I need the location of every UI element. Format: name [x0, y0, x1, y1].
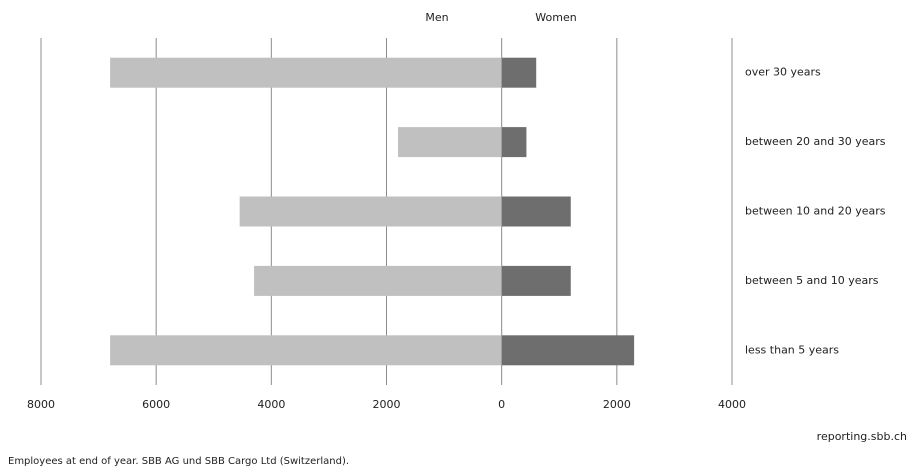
bar	[501, 127, 527, 158]
x-tick-label: 6000	[142, 398, 170, 411]
category-label: between 20 and 30 years	[745, 135, 886, 148]
bar	[501, 335, 635, 366]
source: reporting.sbb.ch	[817, 430, 907, 443]
category-label: between 10 and 20 years	[745, 205, 886, 218]
x-tick-label: 2000	[373, 398, 401, 411]
bar	[501, 265, 571, 296]
category-label: between 5 and 10 years	[745, 274, 879, 287]
bar	[110, 335, 502, 366]
bar	[239, 196, 502, 227]
bar	[254, 265, 502, 296]
legend-label: Men	[425, 11, 448, 24]
x-tick-label: 4000	[718, 398, 746, 411]
legend-label: Women	[535, 11, 576, 24]
x-tick-label: 4000	[257, 398, 285, 411]
bar	[501, 57, 537, 88]
category-label: over 30 years	[745, 66, 821, 79]
bar	[398, 127, 502, 158]
footnote: Employees at end of year. SBB AG und SBB…	[8, 456, 349, 467]
category-label: less than 5 years	[745, 343, 839, 356]
bar	[501, 196, 571, 227]
x-tick-label: 2000	[603, 398, 631, 411]
bar	[110, 57, 502, 88]
x-tick-label: 8000	[27, 398, 55, 411]
x-tick-label: 0	[498, 398, 505, 411]
